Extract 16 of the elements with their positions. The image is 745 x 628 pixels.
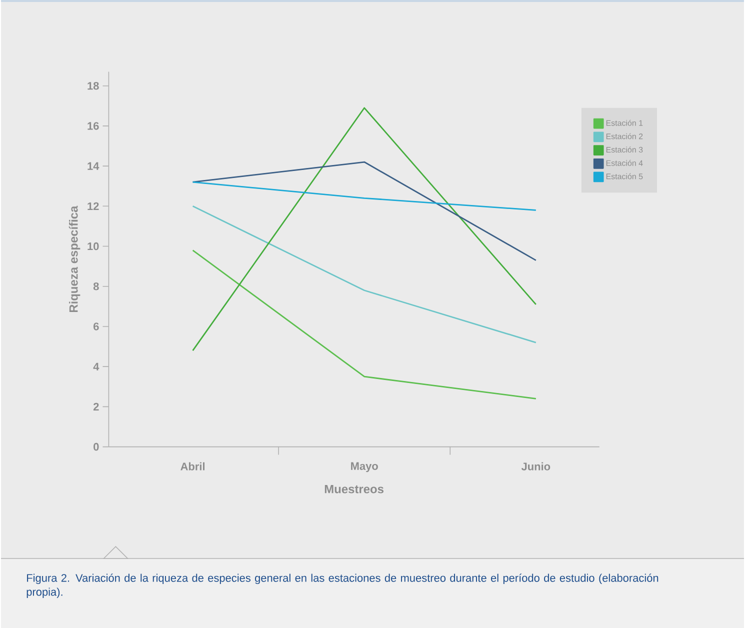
y-tick-label: 18 [88,82,99,90]
x-axis-title: Muestreos [324,484,384,494]
y-tick-label: 12 [88,202,99,210]
y-tick-label: 8 [93,282,99,290]
y-tick-label: 10 [88,242,99,250]
text: Figura 2. Variación de la riqueza de especies general en las estaciones de muestreo durante el período de estudio (elaboración propia). [26,574,658,598]
y-axis-title: Riqueza específica [68,206,80,312]
x-tick-label: Abril [180,462,204,470]
y-tick-label: 6 [94,322,99,330]
y-tick-label: 16 [88,122,99,130]
y-tick-label: 4 [93,362,100,370]
y-tick-label: 2 [93,402,99,410]
y-tick-label: 0 [94,442,99,451]
x-tick-label: Mayo [351,462,378,472]
x-tick-label: Junio [521,462,550,470]
y-tick-label: 14 [88,162,100,170]
